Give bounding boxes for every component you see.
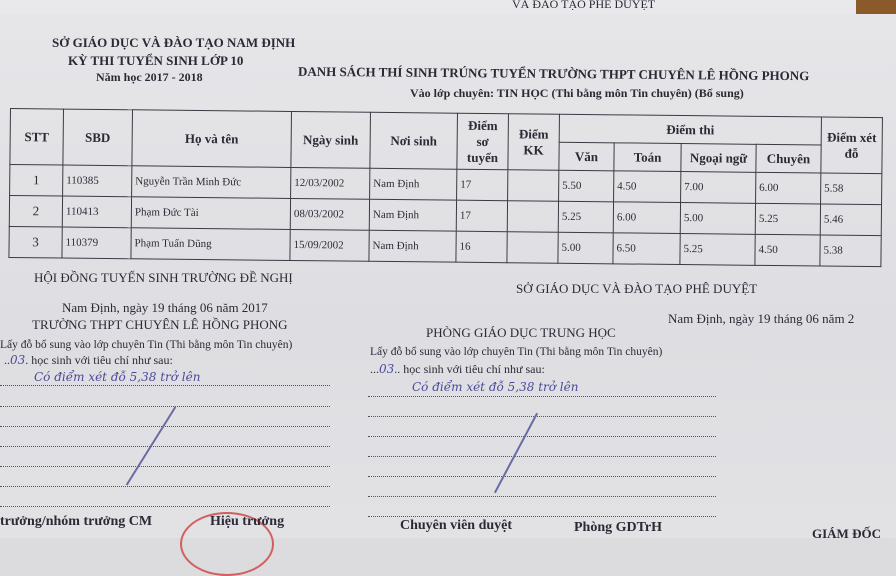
cell-toan: 6.00: [613, 201, 681, 234]
document-subtitle: Vào lớp chuyên: TIN HỌC (Thi bằng môn Ti…: [410, 86, 744, 100]
cell-stt: 3: [8, 226, 63, 259]
col-chuyen: Chuyên: [755, 144, 822, 173]
cell-dob: 12/03/2002: [290, 167, 370, 200]
cell-sbd: 110379: [61, 227, 132, 259]
cell-name: Phạm Tuấn Dũng: [130, 227, 291, 261]
cell-chuyen: 6.00: [755, 172, 821, 204]
col-ngoai-ngu: Ngoại ngữ: [680, 143, 757, 173]
cell-name: Phạm Đức Tài: [131, 196, 291, 230]
right-sign1: Chuyên viên duyệt: [400, 518, 513, 533]
right-count: 03: [379, 362, 395, 376]
right-office: PHÒNG GIÁO DỤC TRUNG HỌC: [426, 325, 616, 340]
right-line2: .. học sinh với tiêu chí như sau:: [394, 362, 545, 376]
results-table: STT SBD Họ và tên Ngày sinh Nơi sinh Điể…: [8, 108, 883, 267]
col-van: Văn: [558, 142, 615, 171]
right-sign3: GIÁM ĐỐC: [812, 526, 881, 541]
col-xet-do: Điểm xét đỗ: [820, 116, 883, 174]
cell-kk: [507, 200, 559, 233]
cell-kk: [507, 169, 559, 202]
left-count: 03: [10, 353, 26, 367]
right-date: Nam Định, ngày 19 tháng 06 năm 2: [668, 311, 855, 326]
col-sbd: SBD: [62, 109, 133, 166]
cell-ngoai-ngu: 5.25: [679, 233, 756, 266]
cell-so-tuyen: 17: [456, 169, 508, 201]
cell-stt: 1: [9, 164, 63, 197]
cell-ngoai-ngu: 5.00: [680, 202, 756, 235]
cell-sbd: 110385: [62, 165, 132, 197]
cell-toan: 6.50: [612, 232, 681, 265]
exam-name: KỲ THI TUYỂN SINH LỚP 10: [68, 53, 244, 68]
col-stt: STT: [9, 108, 64, 166]
col-toan: Toán: [613, 142, 682, 172]
left-date: Nam Định, ngày 19 tháng 06 năm 2017: [62, 300, 268, 315]
cell-van: 5.25: [558, 201, 614, 233]
col-pob: Nơi sinh: [369, 112, 458, 170]
left-line2: . học sinh với tiêu chí như sau:: [25, 353, 173, 367]
school-year: Năm học 2017 - 2018: [96, 70, 203, 84]
cell-dob: 15/09/2002: [289, 229, 370, 262]
cell-xet-do: 5.58: [820, 172, 882, 205]
cell-van: 5.00: [557, 232, 614, 264]
right-line1: Lấy đỗ bổ sung vào lớp chuyên Tin (Thi b…: [370, 346, 663, 358]
back-sheet-text: VÀ ĐÀO TẠO PHÊ DUYỆT: [512, 0, 656, 11]
cell-kk: [506, 231, 559, 264]
right-heading: SỞ GIÁO DỤC VÀ ĐÀO TẠO PHÊ DUYỆT: [516, 281, 758, 296]
department: SỞ GIÁO DỤC VÀ ĐÀO TẠO NAM ĐỊNH: [52, 35, 296, 50]
cell-stt: 2: [9, 195, 63, 228]
cell-xet-do: 5.38: [819, 234, 882, 267]
cell-so-tuyen: 17: [456, 200, 508, 232]
cell-sbd: 110413: [62, 196, 132, 228]
cell-toan: 4.50: [613, 170, 681, 203]
cell-xet-do: 5.46: [820, 203, 882, 236]
cell-van: 5.50: [558, 170, 614, 202]
col-dob: Ngày sinh: [290, 111, 371, 169]
right-handwritten: Có điểm xét đỗ 5,38 trở lên: [412, 380, 579, 394]
left-sign2: Hiệu trưởng: [210, 514, 285, 529]
col-diem-thi: Điểm thi: [559, 114, 822, 145]
col-kk: Điểm KK: [507, 113, 560, 171]
cell-ngoai-ngu: 7.00: [680, 171, 756, 204]
cell-so-tuyen: 16: [455, 231, 508, 263]
cell-chuyen: 5.25: [755, 203, 821, 235]
cell-name: Nguyễn Trần Minh Đức: [131, 165, 291, 199]
right-sign2: Phòng GDTrH: [574, 520, 663, 535]
cell-chuyen: 4.50: [754, 234, 821, 266]
document-paper: [0, 14, 896, 538]
col-name: Họ và tên: [131, 109, 292, 168]
left-handwritten: Có điểm xét đỗ 5,38 trở lên: [34, 370, 201, 384]
left-heading: HỘI ĐỒNG TUYỂN SINH TRƯỜNG ĐỀ NGHỊ: [34, 270, 293, 285]
cell-pob: Nam Định: [369, 199, 457, 232]
cell-pob: Nam Định: [368, 230, 457, 263]
cell-pob: Nam Định: [369, 168, 457, 201]
back-sheet: [0, 0, 896, 18]
left-line1: Lấy đỗ bổ sung vào lớp chuyên Tin (Thi b…: [0, 339, 293, 351]
left-sign1: trưởng/nhóm trưởng CM: [0, 514, 153, 529]
col-so-tuyen: Điểm sơ tuyển: [456, 113, 509, 170]
cell-dob: 08/03/2002: [290, 198, 370, 231]
left-school: TRƯỜNG THPT CHUYÊN LÊ HỒNG PHONG: [32, 317, 288, 332]
